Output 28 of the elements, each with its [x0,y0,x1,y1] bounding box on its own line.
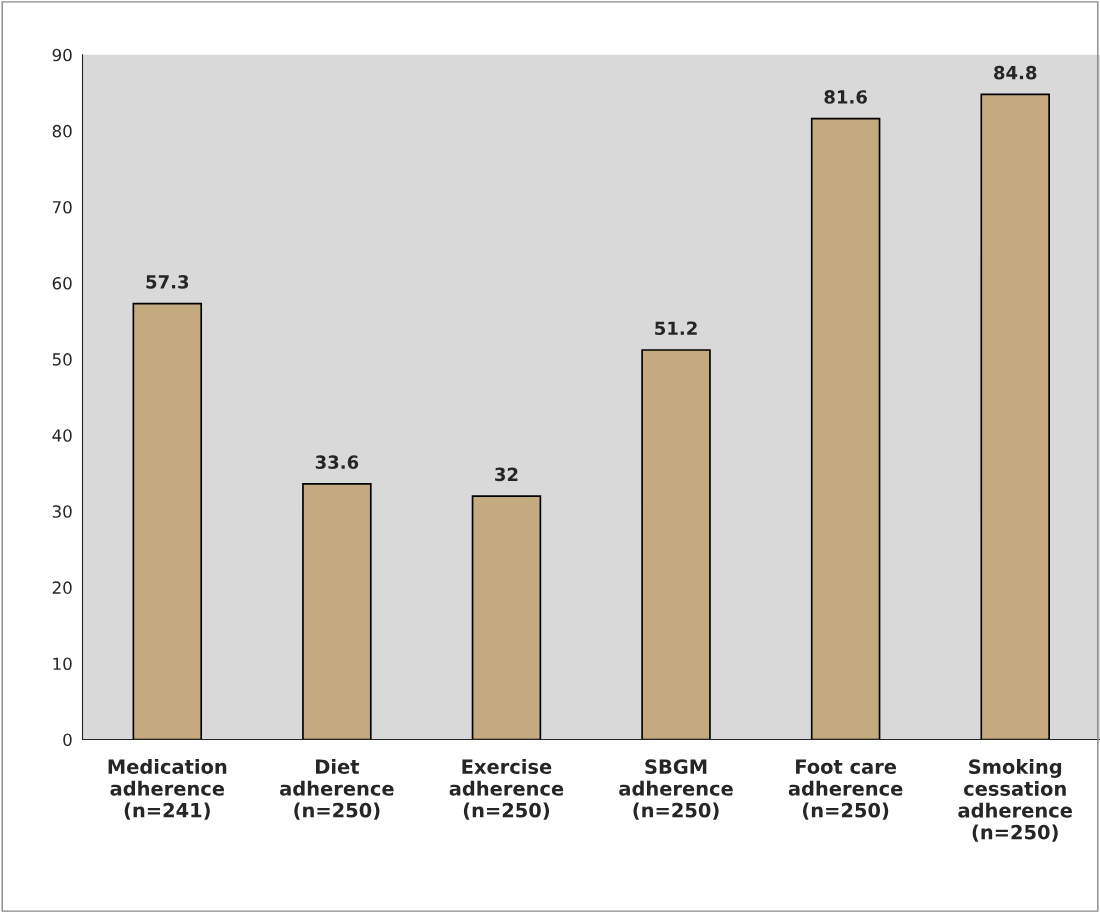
bar [980,93,1050,740]
x-tick-label: Medication adherence (n=241) [108,758,227,820]
y-tick-label: 40 [52,429,72,442]
x-tick-label: Diet adherence (n=250) [280,758,394,820]
data-label: 84.8 [994,65,1037,80]
x-tick-label: Foot care adherence (n=250) [788,759,903,820]
y-tick-label: 0 [63,733,72,747]
y-tick-label: 30 [52,505,72,518]
y-tick-label: 90 [52,48,72,62]
y-tick-label: 70 [52,200,72,214]
data-label: 33.6 [315,455,359,469]
data-label: 81.6 [824,90,867,104]
data-label: 57.3 [146,275,189,289]
bar [471,495,542,740]
data-label: 51.2 [655,321,697,336]
bar [810,117,881,740]
x-tick-label: Exercise adherence (n=250) [449,758,564,820]
bar [132,302,203,740]
bar [302,483,372,740]
y-tick-label: 60 [52,276,72,290]
x-tick-label: Smoking cessation adherence (n=250) [958,758,1072,842]
y-tick-label: 10 [53,657,72,671]
bar [641,349,711,740]
data-label: 32 [495,467,518,482]
y-tick-label: 50 [52,353,72,366]
x-tick-label: SBGM adherence (n=250) [619,759,733,820]
y-tick-label: 20 [52,581,72,594]
y-tick-label: 80 [52,124,72,138]
